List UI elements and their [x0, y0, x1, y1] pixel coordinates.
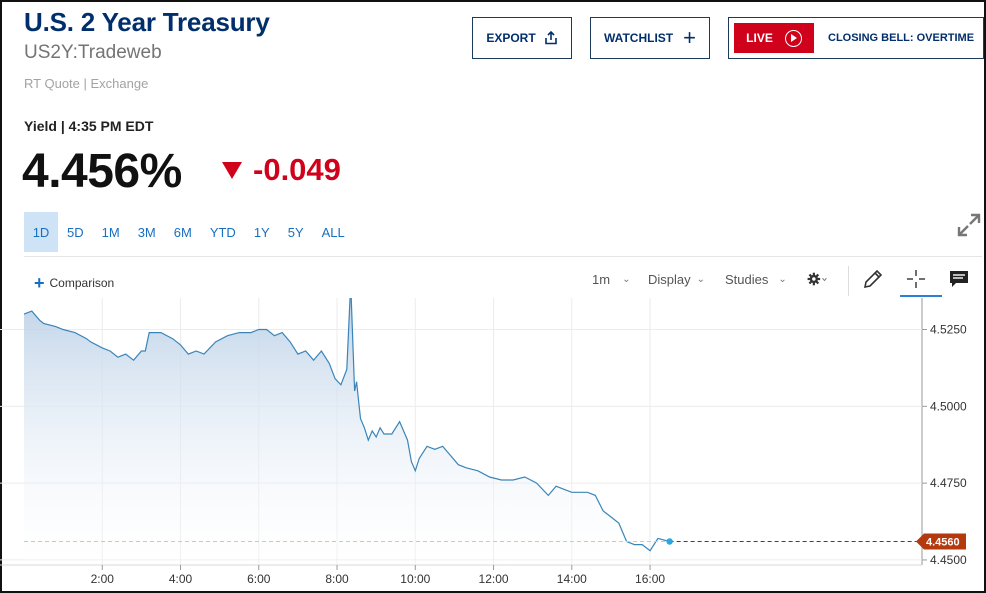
- studies-label: Studies: [725, 272, 769, 287]
- last-price-tag: 4.4560: [916, 533, 966, 550]
- toolbar-divider: [848, 266, 849, 296]
- export-button[interactable]: EXPORT: [472, 17, 572, 59]
- live-badge: LIVE: [734, 23, 814, 53]
- studies-menu[interactable]: Studies ⌄: [725, 272, 787, 287]
- divider: [24, 256, 982, 257]
- comparison-button[interactable]: + Comparison: [34, 274, 114, 292]
- quote-source: RT Quote | Exchange: [24, 76, 149, 91]
- interval-label: 1m: [592, 272, 611, 287]
- time-range-tabs: 1D 5D 1M 3M 6M YTD 1Y 5Y ALL: [24, 212, 354, 252]
- gear-icon[interactable]: [806, 268, 828, 290]
- pencil-icon[interactable]: [862, 268, 884, 290]
- last-price-tag-label: 4.4560: [926, 536, 960, 548]
- yield-timestamp: Yield | 4:35 PM EDT: [24, 118, 154, 134]
- live-tv-button[interactable]: LIVE CLOSING BELL: OVERTIME: [728, 17, 984, 59]
- share-icon: [544, 31, 557, 45]
- symbol-label: US2Y:Tradeweb: [24, 42, 162, 63]
- crosshair-icon[interactable]: [905, 268, 927, 290]
- range-tab-1y[interactable]: 1Y: [253, 224, 270, 240]
- interval-select[interactable]: 1m ⌄: [592, 272, 630, 287]
- last-price-marker: [666, 538, 673, 545]
- plus-icon: +: [683, 25, 696, 50]
- display-menu[interactable]: Display ⌄: [648, 272, 705, 287]
- price-area-fill: [24, 298, 670, 563]
- x-tick-label: 16:00: [635, 572, 665, 586]
- range-tab-6m[interactable]: 6M: [173, 224, 192, 240]
- live-label: LIVE: [746, 31, 773, 45]
- x-tick-label: 8:00: [325, 572, 349, 586]
- price-change: -0.049: [253, 152, 341, 187]
- y-axis: 4.5250 4.5000 4.4750 4.4500: [930, 323, 967, 567]
- watchlist-label: WATCHLIST: [604, 31, 674, 45]
- export-label: EXPORT: [486, 31, 536, 45]
- x-tick-label: 2:00: [91, 572, 115, 586]
- comparison-label: Comparison: [49, 276, 115, 290]
- x-axis: 2:00 4:00 6:00 8:00 10:00 12:00 14:00 16:00: [91, 572, 666, 586]
- range-tab-all[interactable]: ALL: [321, 224, 345, 240]
- last-price: 4.456%: [22, 145, 182, 198]
- range-tab-1d[interactable]: 1D: [24, 212, 58, 252]
- y-tick-label: 4.4500: [930, 553, 967, 567]
- x-tick-label: 10:00: [400, 572, 430, 586]
- x-tick-label: 12:00: [479, 572, 509, 586]
- chevron-down-icon: ⌄: [696, 274, 706, 285]
- live-show-title: CLOSING BELL: OVERTIME: [828, 32, 975, 44]
- play-icon: [784, 29, 802, 47]
- range-tab-ytd[interactable]: YTD: [209, 224, 236, 240]
- range-tab-1m[interactable]: 1M: [101, 224, 120, 240]
- x-tick-label: 14:00: [557, 572, 587, 586]
- y-tick-label: 4.4750: [930, 476, 967, 490]
- watchlist-button[interactable]: WATCHLIST +: [590, 17, 710, 59]
- comment-icon[interactable]: [948, 268, 970, 290]
- chevron-down-icon: ⌄: [778, 274, 787, 285]
- y-tick-label: 4.5000: [930, 399, 967, 413]
- price-chart[interactable]: 4.5250 4.5000 4.4750 4.4500 2:00 4:00 6:00 8:0…: [0, 298, 984, 591]
- x-tick-label: 6:00: [247, 572, 271, 586]
- plus-icon: +: [34, 273, 45, 293]
- range-tab-3m[interactable]: 3M: [137, 224, 156, 240]
- chevron-down-icon: ⌄: [622, 274, 631, 285]
- page-title: U.S. 2 Year Treasury: [24, 7, 270, 37]
- display-label: Display: [648, 272, 691, 287]
- range-tab-5y[interactable]: 5Y: [287, 224, 304, 240]
- x-tick-label: 4:00: [169, 572, 193, 586]
- down-arrow-icon: [222, 162, 242, 179]
- price-series-line: [23, 298, 670, 552]
- y-tick-label: 4.5250: [930, 323, 967, 337]
- range-tab-5d[interactable]: 5D: [67, 224, 84, 240]
- expand-icon[interactable]: [956, 212, 982, 238]
- active-tool-indicator: [900, 295, 942, 297]
